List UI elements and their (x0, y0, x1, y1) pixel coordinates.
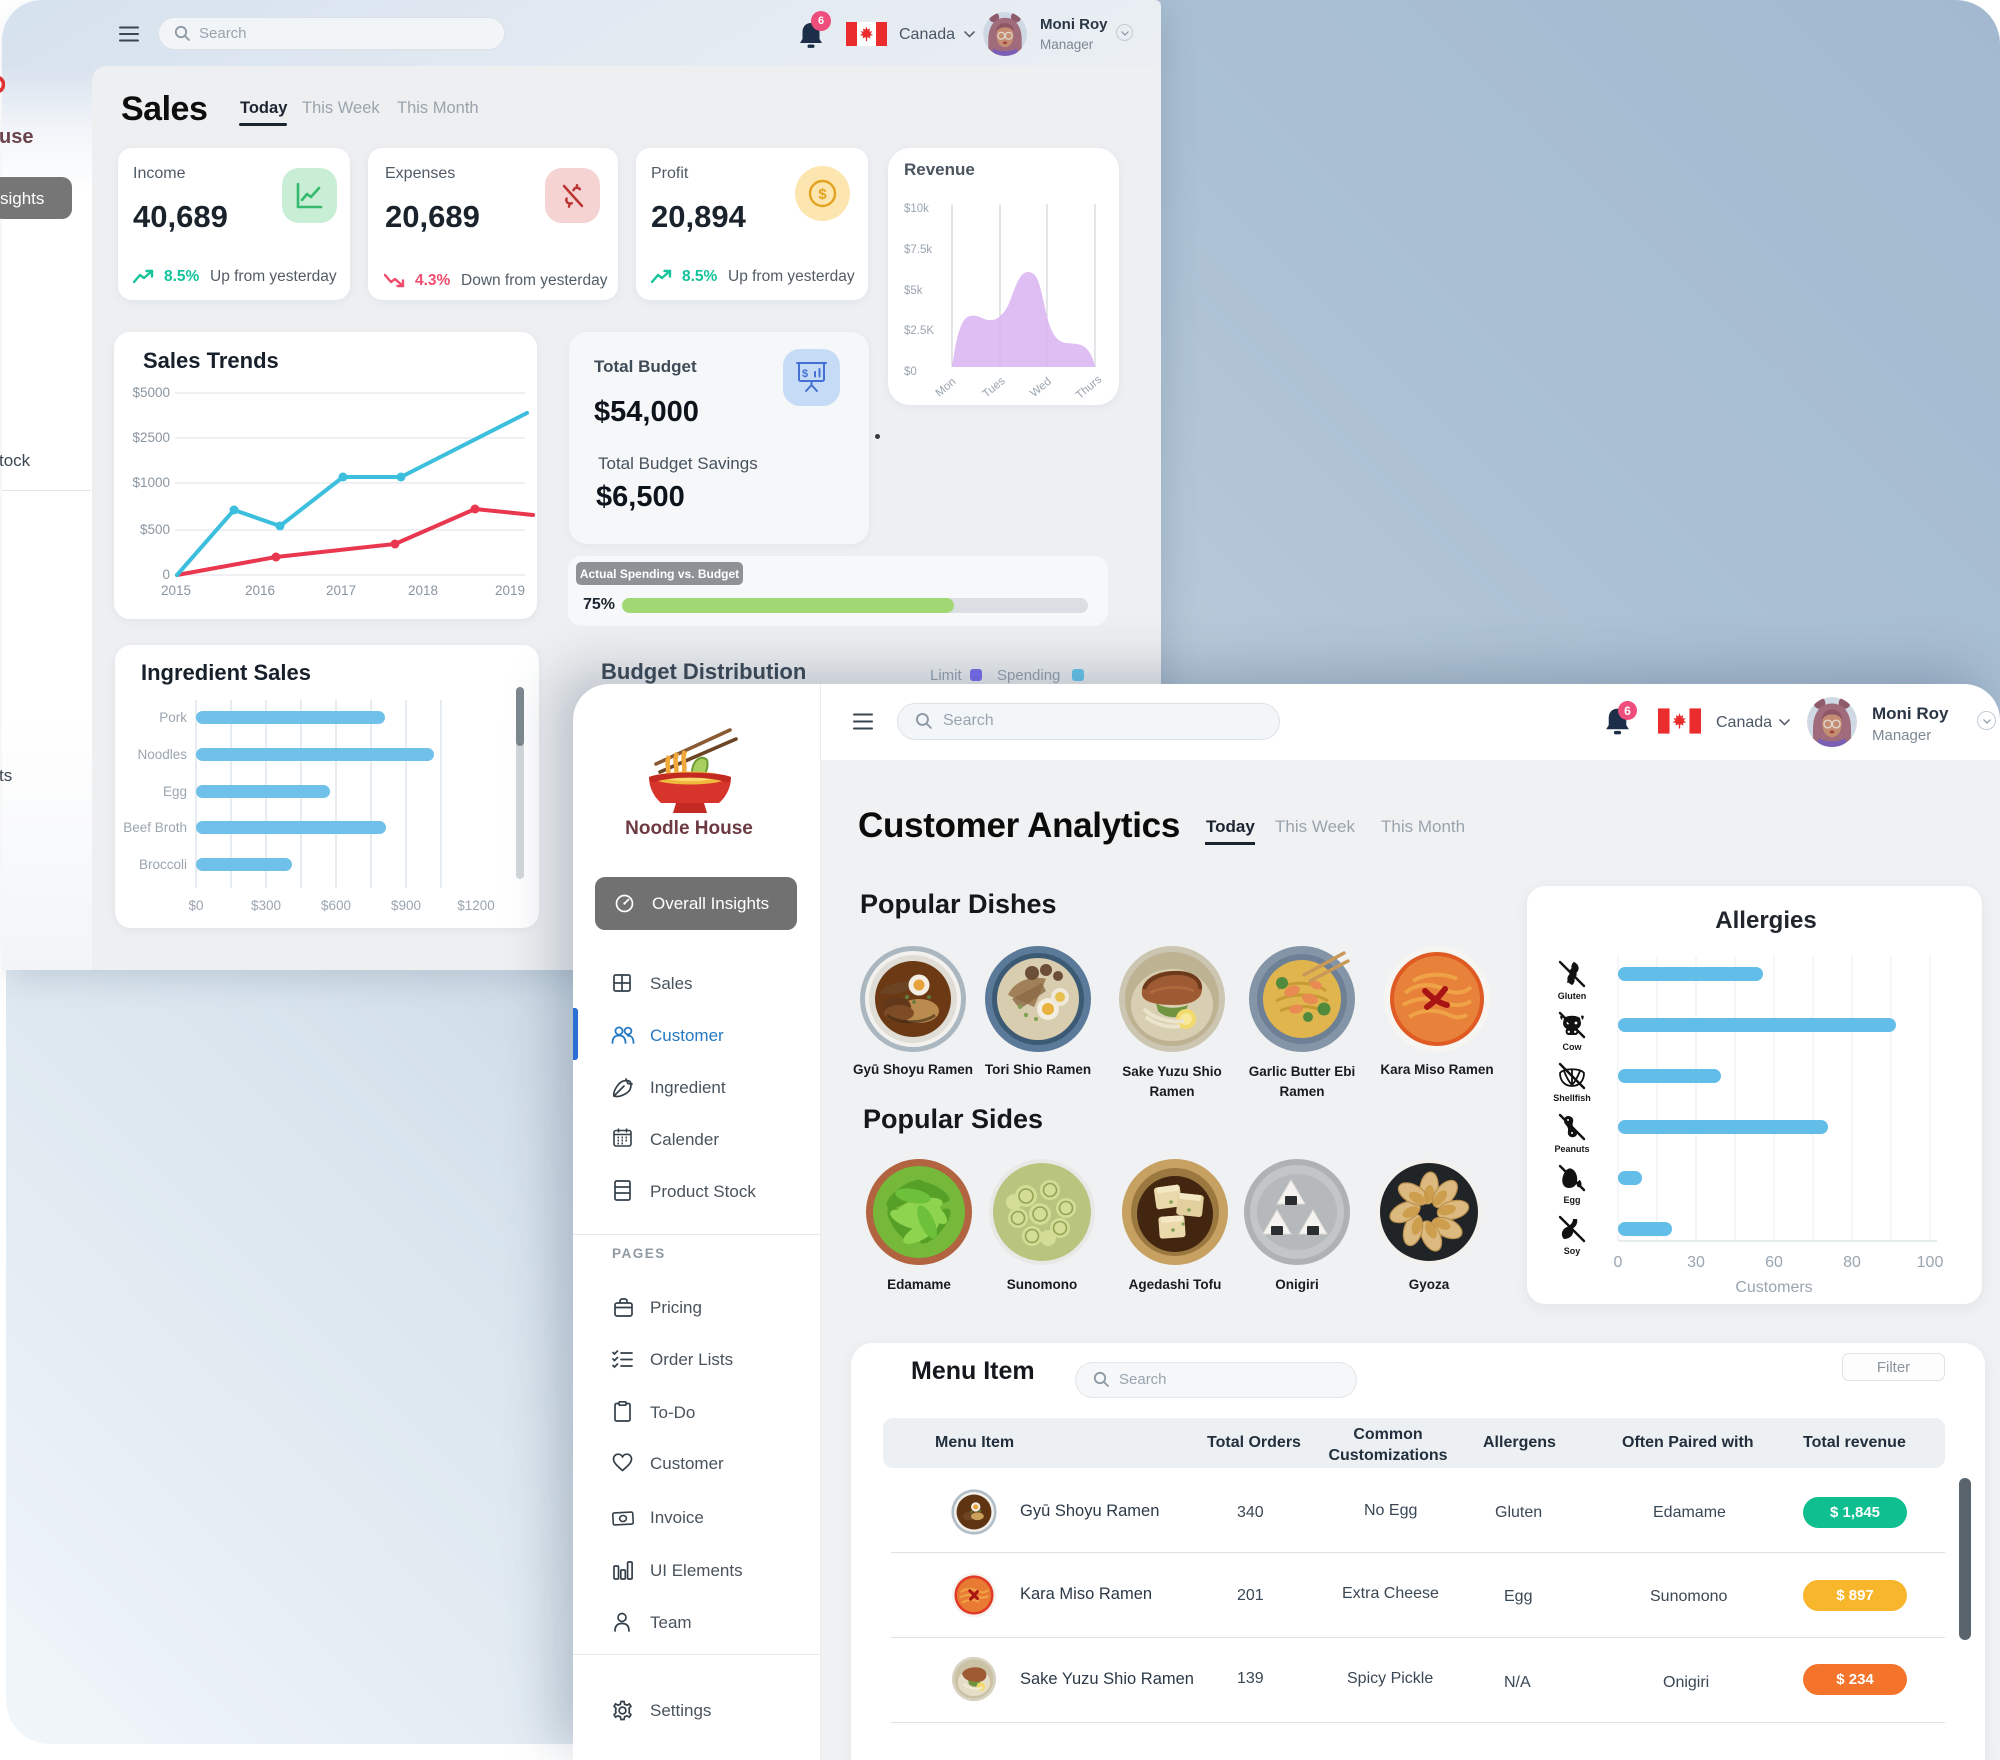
svg-text:Soy: Soy (1564, 1246, 1581, 1256)
svg-text:Allergies: Allergies (1715, 907, 1816, 934)
svg-text:Peanuts: Peanuts (1554, 1144, 1589, 1154)
svg-text:$5000: $5000 (132, 385, 170, 400)
svg-text:$1200: $1200 (457, 898, 495, 913)
svg-text:30: 30 (1687, 1254, 1705, 1271)
svg-text:Thurs: Thurs (1074, 374, 1104, 402)
svg-text:2015: 2015 (161, 583, 191, 598)
svg-text:80: 80 (1843, 1254, 1861, 1271)
svg-text:Broccoli: Broccoli (139, 857, 187, 872)
svg-text:$0: $0 (188, 898, 203, 913)
svg-text:$900: $900 (391, 898, 421, 913)
svg-text:2019: 2019 (495, 583, 525, 598)
svg-text:60: 60 (1765, 1254, 1783, 1271)
svg-text:Gluten: Gluten (1558, 991, 1587, 1001)
svg-text:$: $ (818, 186, 827, 203)
svg-text:2016: 2016 (245, 583, 275, 598)
svg-text:$7.5k: $7.5k (904, 244, 932, 256)
svg-text:$5k: $5k (904, 285, 923, 297)
svg-text:$2500: $2500 (132, 430, 170, 445)
svg-text:2018: 2018 (408, 583, 438, 598)
svg-text:Egg: Egg (163, 784, 187, 799)
svg-text:$10k: $10k (904, 203, 929, 215)
svg-text:0: 0 (162, 567, 170, 582)
svg-text:$1000: $1000 (132, 475, 170, 490)
svg-text:Customers: Customers (1735, 1279, 1812, 1296)
svg-text:Tues: Tues (981, 375, 1008, 401)
svg-text:Pork: Pork (159, 710, 187, 725)
svg-text:Wed: Wed (1028, 376, 1054, 400)
svg-text:$: $ (802, 368, 808, 380)
svg-text:Noodles: Noodles (137, 747, 187, 762)
svg-text:$300: $300 (251, 898, 281, 913)
svg-text:2017: 2017 (326, 583, 356, 598)
svg-text:$0: $0 (904, 366, 917, 378)
svg-text:Mon: Mon (934, 376, 959, 400)
svg-text:$600: $600 (321, 898, 351, 913)
svg-text:Shellfish: Shellfish (1553, 1093, 1591, 1103)
svg-text:Beef Broth: Beef Broth (123, 820, 187, 835)
svg-text:0: 0 (1614, 1254, 1623, 1271)
svg-text:$2.5K: $2.5K (904, 325, 934, 337)
svg-text:Cow: Cow (1563, 1042, 1583, 1052)
svg-text:$500: $500 (140, 522, 170, 537)
svg-text:100: 100 (1917, 1254, 1944, 1271)
svg-text:Egg: Egg (1564, 1195, 1581, 1205)
